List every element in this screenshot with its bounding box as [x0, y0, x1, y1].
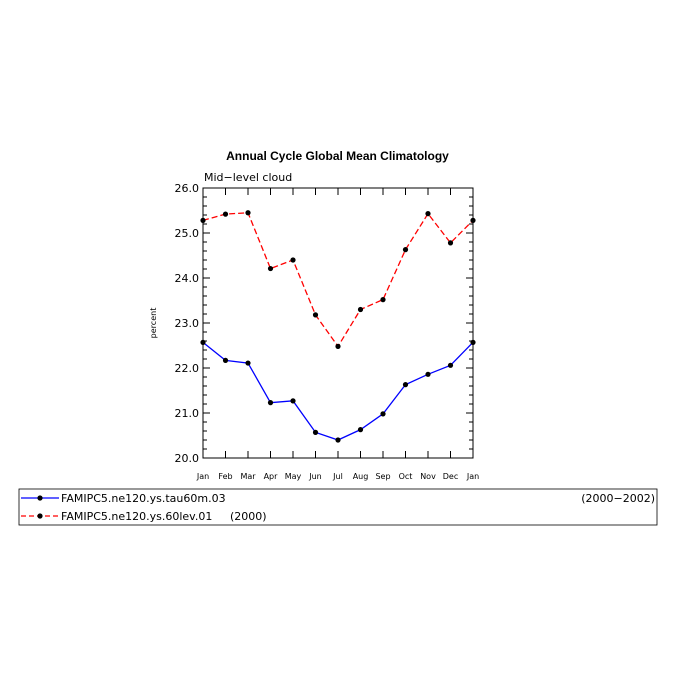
- series-2-point: [402, 247, 409, 253]
- x-tick-label: Feb: [218, 472, 232, 481]
- x-tick-label: May: [285, 472, 302, 481]
- chart-title: Annual Cycle Global Mean Climatology: [226, 149, 449, 163]
- legend-marker-series-1: [37, 495, 43, 501]
- x-tick-label: Aug: [353, 472, 369, 481]
- legend-label-series-2: FAMIPC5.ne120.ys.60lev.01: [61, 510, 212, 523]
- x-tick-label: Jan: [466, 472, 479, 481]
- series-2-point: [267, 265, 274, 272]
- series-2-point: [470, 217, 476, 223]
- x-tick-label: Sep: [375, 472, 390, 481]
- y-tick-label: 26.0: [175, 182, 200, 195]
- series-layer: [200, 210, 476, 443]
- legend-marker-series-2: [37, 513, 43, 519]
- y-tick-label: 22.0: [175, 362, 200, 375]
- x-tick-label: Dec: [443, 472, 458, 481]
- series-2-point: [290, 257, 296, 263]
- series-1-point: [447, 362, 454, 368]
- y-tick-label: 25.0: [175, 227, 200, 240]
- x-tick-label: Jun: [308, 472, 322, 481]
- y-tick-label: 23.0: [175, 317, 200, 330]
- plot-frame: [202, 187, 474, 459]
- series-2-point: [200, 217, 206, 223]
- y-tick-label: 20.0: [175, 452, 200, 465]
- series-1-point: [290, 398, 296, 404]
- series-1-point: [222, 357, 229, 363]
- legend-period-series-2: (2000): [230, 510, 267, 523]
- series-2-point: [245, 210, 251, 216]
- series-1-point: [425, 371, 431, 377]
- series-line-2: [202, 212, 474, 348]
- x-tick-label: Oct: [399, 472, 413, 481]
- series-1-point: [267, 400, 274, 406]
- x-axis: Jan Feb Mar Apr May Jun Jul Aug Sep Oct Nov Dec Jan: [196, 188, 479, 481]
- series-1-point: [200, 339, 206, 345]
- series-2-point: [447, 240, 454, 246]
- legend-label-series-1: FAMIPC5.ne120.ys.tau60m.03: [61, 492, 226, 505]
- legend-box: [18, 488, 658, 526]
- x-tick-label: Apr: [264, 472, 279, 481]
- series-2-point: [425, 211, 431, 217]
- series-1-point: [312, 429, 319, 435]
- x-tick-label: Jan: [196, 472, 209, 481]
- y-tick-label: 21.0: [175, 407, 200, 420]
- y-tick-label: 24.0: [175, 272, 200, 285]
- series-1-point: [357, 427, 364, 433]
- legend-period-series-1: (2000−2002): [581, 492, 655, 505]
- y-axis-label: percent: [149, 308, 158, 339]
- series-line-1: [202, 341, 474, 441]
- series-2-point: [335, 343, 341, 349]
- series-1-point: [380, 411, 386, 417]
- x-tick-label: Jul: [332, 472, 343, 481]
- series-2-point: [380, 297, 386, 303]
- series-2-point: [222, 211, 229, 217]
- series-2-point: [312, 312, 319, 318]
- series-1-point: [402, 382, 409, 388]
- chart-subtitle: Mid−level cloud: [204, 171, 292, 184]
- legend: FAMIPC5.ne120.ys.tau60m.03 (2000−2002) F…: [18, 488, 658, 526]
- series-1-point: [335, 437, 341, 443]
- x-tick-label: Mar: [240, 472, 256, 481]
- series-1-point: [470, 339, 476, 345]
- y-axis: 20.0 21.0 22.0 23.0 24.0 25.0 26.0: [175, 182, 473, 465]
- x-tick-label: Nov: [420, 472, 436, 481]
- series-2-point: [357, 306, 364, 313]
- series-1-point: [245, 360, 251, 366]
